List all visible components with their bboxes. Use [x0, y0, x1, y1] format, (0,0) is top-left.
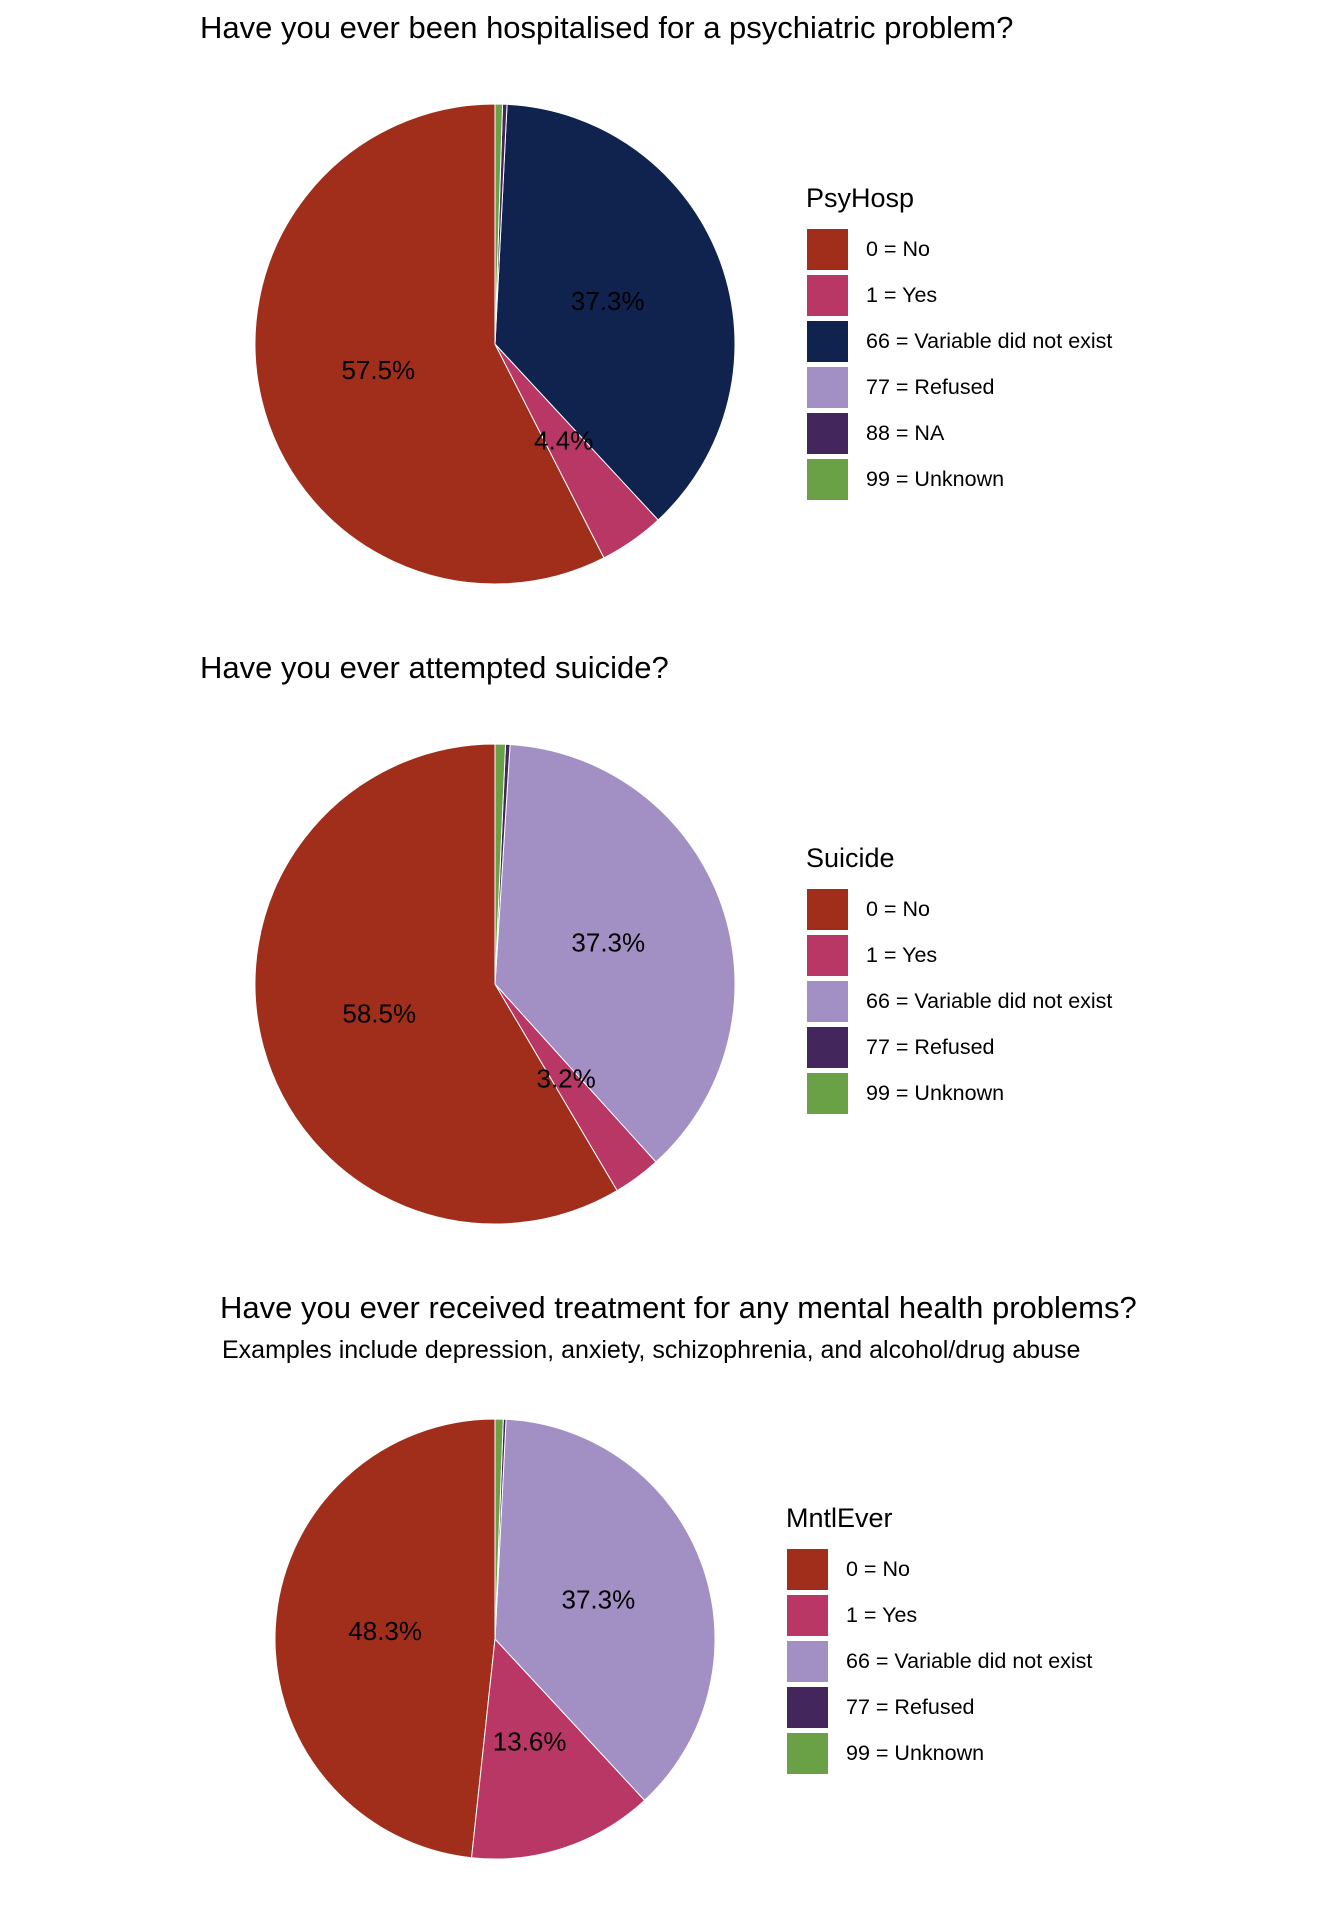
pie-slice-99-unknown [494, 743, 507, 985]
pie-chart-psyhosp: 57.5% 4.4% 37.3% [254, 103, 736, 585]
legend-swatch [786, 1639, 829, 1683]
legend-swatch [806, 457, 849, 501]
pie-slice-66-variable-did-not-exist [494, 743, 736, 1163]
legend-swatch [806, 1025, 849, 1069]
pie-slice-0-no [274, 1418, 496, 1859]
legend-title: MntlEver [786, 1503, 893, 1533]
pie-slice-99-unknown [494, 1418, 504, 1640]
legend-label: 77 = Refused [866, 1034, 995, 1059]
pie-slice-66-variable-did-not-exist [494, 1418, 716, 1802]
slice-value-label: 48.3% [348, 1616, 422, 1646]
legend-swatch [786, 1547, 829, 1591]
legend-item-0-no: 0 = No [806, 226, 1112, 272]
legend-mntlever: MntlEver 0 = No 1 = Yes 66 = Variable did … [786, 1503, 1092, 1776]
legend-label: 0 = No [866, 896, 930, 921]
legend-item-66-variable-did-not-exist: 66 = Variable did not exist [806, 318, 1112, 364]
legend-swatch [806, 365, 849, 409]
legend-label: 99 = Unknown [866, 466, 1005, 491]
legend-item-88-na: 88 = NA [806, 410, 1112, 456]
legend-item-0-no: 0 = No [806, 886, 1112, 932]
legend-swatch [806, 411, 849, 455]
legend-swatch [806, 1071, 849, 1115]
pie-slice-66-variable-did-not-exist [494, 103, 736, 521]
legend-swatch [806, 933, 849, 977]
legend-swatch [806, 227, 849, 271]
legend-item-1-yes: 1 = Yes [786, 1592, 1092, 1638]
legend-item-66-variable-did-not-exist: 66 = Variable did not exist [806, 978, 1112, 1024]
legend-label: 77 = Refused [866, 374, 995, 399]
slice-value-label: 3.2% [537, 1064, 596, 1094]
legend-item-77-refused: 77 = Refused [806, 364, 1112, 410]
slice-value-label: 57.5% [341, 355, 415, 385]
legend-swatch [806, 319, 849, 363]
chart-title: Have you ever attempted suicide? [200, 650, 669, 685]
legend-label: 99 = Unknown [866, 1080, 1005, 1105]
legend-swatch [786, 1685, 829, 1729]
chart-subtitle: Examples include depression, anxiety, sc… [222, 1336, 1081, 1364]
chart-title: Have you ever received treatment for any… [220, 1290, 1137, 1325]
legend-item-66-variable-did-not-exist: 66 = Variable did not exist [786, 1638, 1092, 1684]
pie-chart-suicide: 58.5% 3.2% 37.3% [254, 743, 736, 1225]
chart-panel-suicide: Have you ever attempted suicide? 58.5% 3.… [0, 640, 1344, 1260]
legend-label: 88 = NA [866, 420, 945, 445]
slice-value-label: 37.3% [571, 286, 645, 316]
legend-label: 0 = No [866, 236, 930, 261]
legend-swatch [806, 273, 849, 317]
legend-label: 1 = Yes [846, 1602, 918, 1627]
legend-item-99-unknown: 99 = Unknown [786, 1730, 1092, 1776]
slice-value-label: 4.4% [534, 425, 593, 455]
legend-item-0-no: 0 = No [786, 1546, 1092, 1592]
legend-swatch [806, 887, 849, 931]
pie-slice-0-no [254, 103, 605, 585]
chart-title: Have you ever been hospitalised for a ps… [200, 10, 1014, 45]
legend-swatch [806, 979, 849, 1023]
legend-item-1-yes: 1 = Yes [806, 932, 1112, 978]
legend-item-77-refused: 77 = Refused [806, 1024, 1112, 1070]
pie-chart-mntlever: 48.3% 13.6% 37.3% [274, 1418, 716, 1860]
legend-label: 66 = Variable did not exist [866, 328, 1113, 353]
legend-label: 99 = Unknown [846, 1740, 985, 1765]
legend-item-1-yes: 1 = Yes [806, 272, 1112, 318]
legend-label: 0 = No [846, 1556, 910, 1581]
legend-psyhosp: PsyHosp 0 = No 1 = Yes 66 = Variable did n… [806, 183, 1112, 502]
slice-value-label: 37.3% [562, 1584, 636, 1614]
legend-swatch [786, 1593, 829, 1637]
legend-item-99-unknown: 99 = Unknown [806, 456, 1112, 502]
legend-label: 66 = Variable did not exist [866, 988, 1113, 1013]
slice-value-label: 13.6% [493, 1726, 567, 1756]
legend-label: 1 = Yes [866, 282, 938, 307]
legend-item-99-unknown: 99 = Unknown [806, 1070, 1112, 1116]
pie-slice-99-unknown [494, 103, 504, 345]
legend-label: 66 = Variable did not exist [846, 1648, 1093, 1673]
slice-value-label: 37.3% [571, 927, 645, 957]
slice-value-label: 58.5% [342, 999, 416, 1029]
legend-item-77-refused: 77 = Refused [786, 1684, 1092, 1730]
pie-slice-1-yes [470, 1637, 646, 1860]
pie-slice-0-no [254, 743, 618, 1225]
legend-label: 1 = Yes [866, 942, 938, 967]
legend-title: Suicide [806, 843, 895, 873]
legend-label: 77 = Refused [846, 1694, 975, 1719]
chart-panel-mntlever: Have you ever received treatment for any… [0, 1280, 1344, 1920]
legend-title: PsyHosp [806, 183, 915, 213]
chart-panel-psyhosp: Have you ever been hospitalised for a ps… [0, 0, 1344, 620]
legend-swatch [786, 1731, 829, 1775]
legend-suicide: Suicide 0 = No 1 = Yes 66 = Variable did n… [806, 843, 1112, 1116]
